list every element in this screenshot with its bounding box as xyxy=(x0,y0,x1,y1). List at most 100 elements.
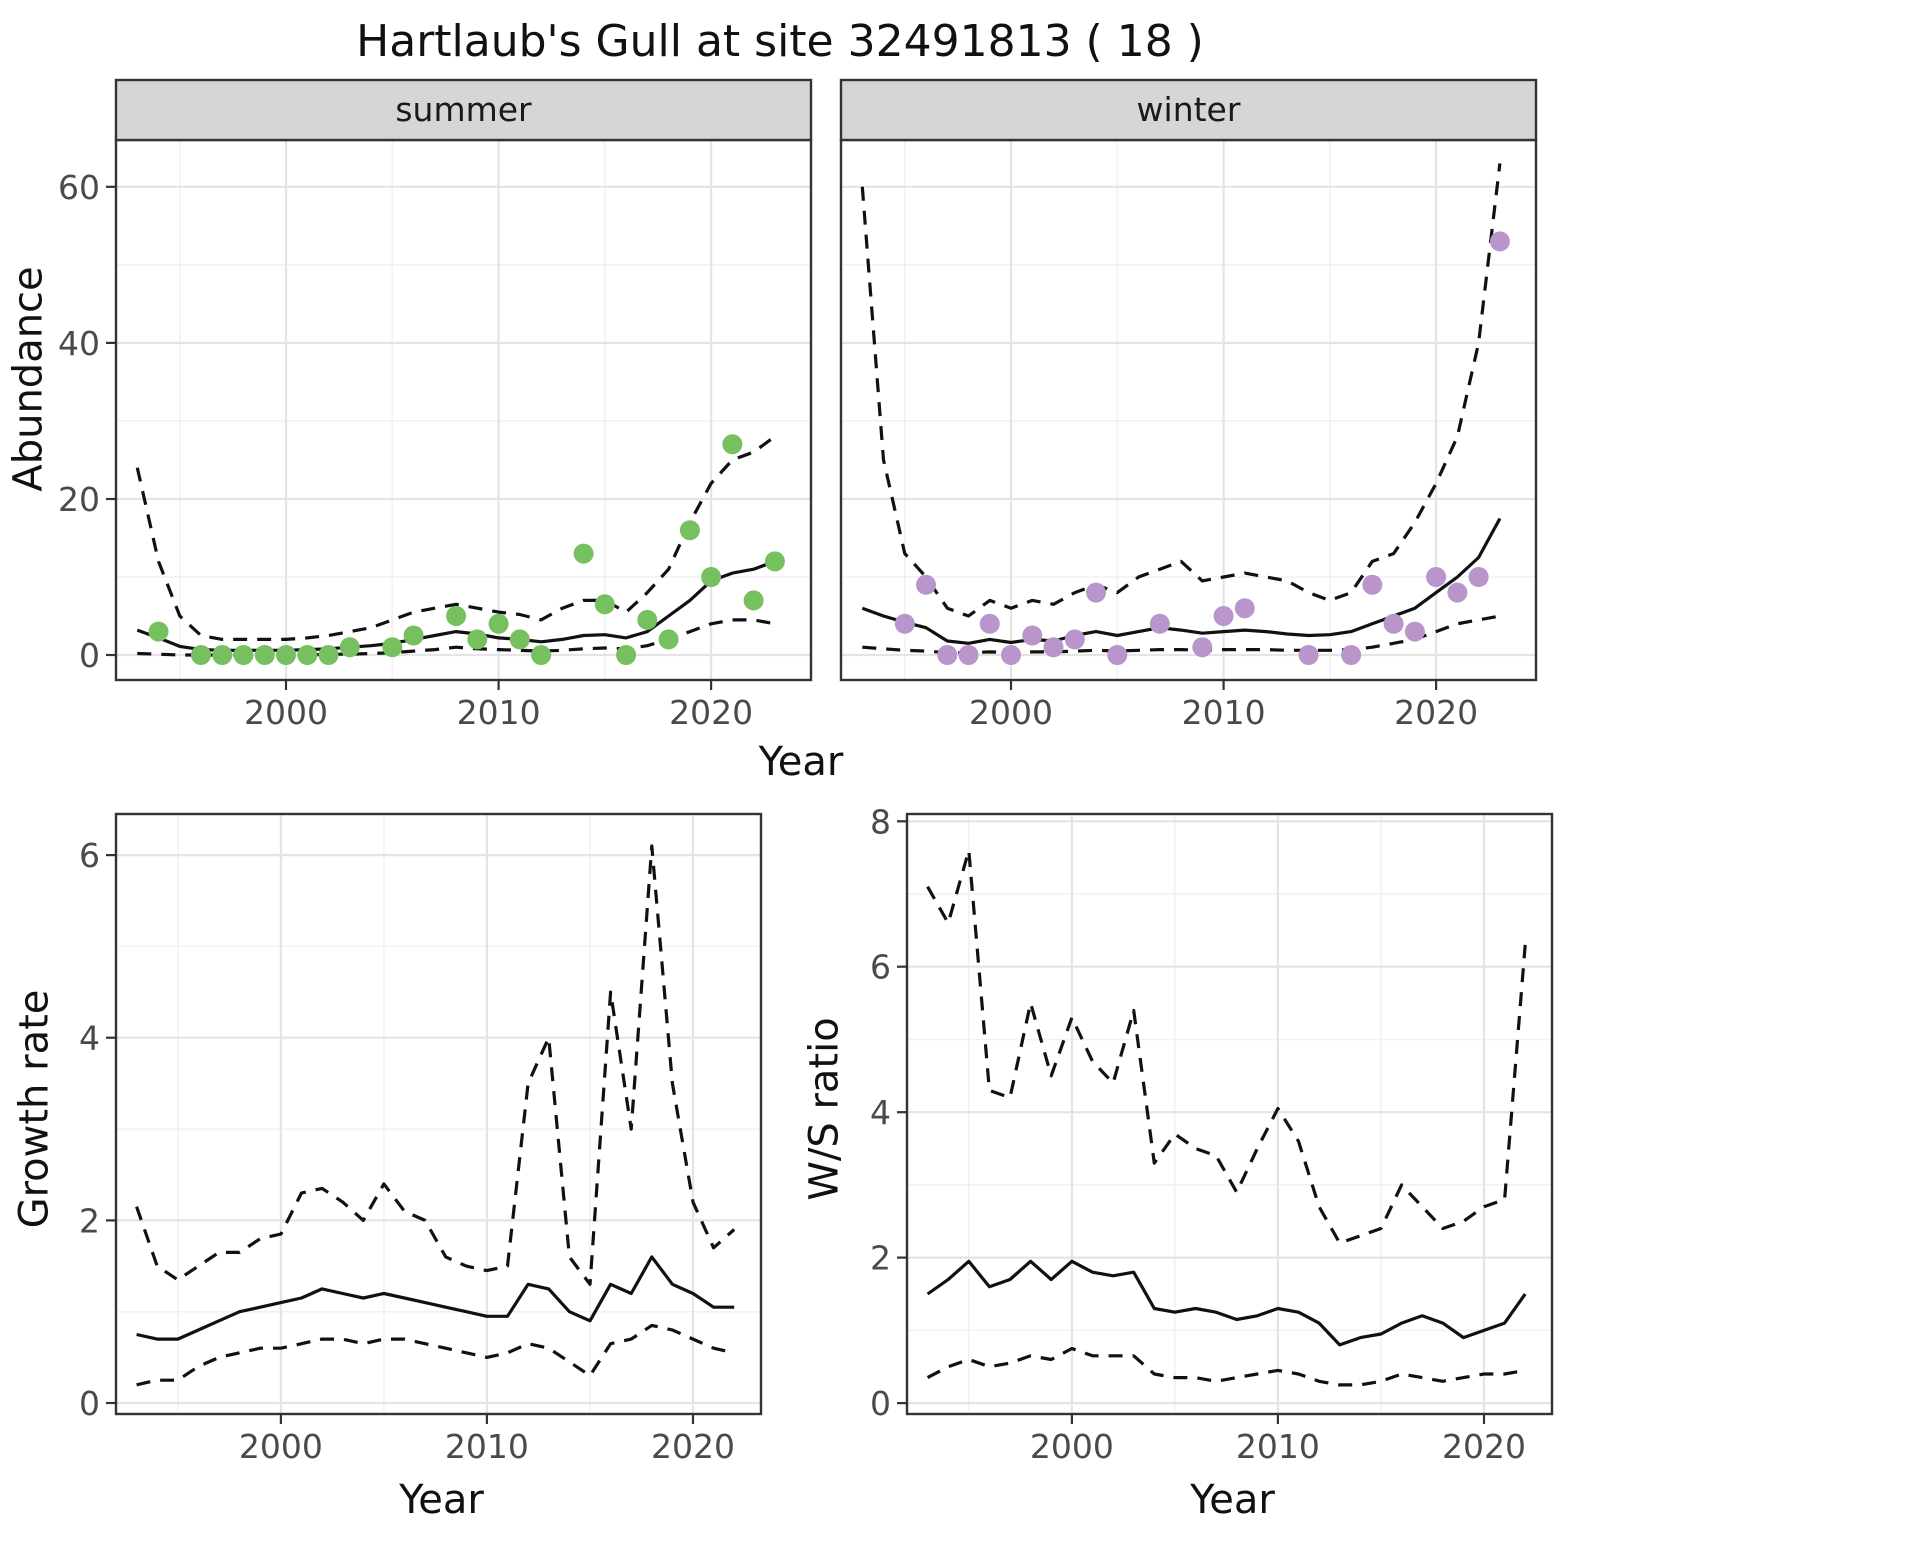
series-lower_ci xyxy=(926,1346,1526,1387)
x-axis-tick-labels: 2000 2010 2020 xyxy=(969,693,1478,730)
observation-point xyxy=(1468,567,1489,587)
observation-point xyxy=(764,551,785,572)
abundance-facet-main: summer 2000 2010 2020 0 20 40 60 winter 2000 2010… xyxy=(58,78,1544,788)
observation-point xyxy=(1426,567,1447,587)
svg-text:2000: 2000 xyxy=(244,693,328,730)
observation-point xyxy=(894,613,915,634)
winter-abundance-chart: winter 2000 2010 2020 xyxy=(839,78,1538,730)
observation-point xyxy=(318,645,339,665)
grid-minor xyxy=(907,814,1552,1414)
observation-point xyxy=(1383,613,1404,634)
panel-background xyxy=(907,814,1552,1414)
abundance-facet-panels: summer 2000 2010 2020 0 20 40 60 winter 2000 2010… xyxy=(58,78,1544,730)
observation-point xyxy=(212,645,233,665)
observation-point xyxy=(1192,637,1213,658)
observation-point xyxy=(1362,574,1383,595)
observation-point xyxy=(1341,645,1362,665)
x-axis-ticks xyxy=(284,680,713,690)
panel-background xyxy=(116,140,811,680)
observation-point xyxy=(191,645,211,665)
observation-point xyxy=(658,629,679,650)
observation-point xyxy=(616,645,637,665)
observation-point xyxy=(1298,645,1319,665)
svg-text:2020: 2020 xyxy=(651,1427,735,1466)
bottom-row: Growth rate 2000 2010 2020 0 2 4 6 Year W/S ra… xyxy=(10,804,1560,1526)
summer-abundance-chart: summer 2000 2010 2020 0 20 40 60 xyxy=(58,78,813,730)
svg-text:6: 6 xyxy=(870,948,891,987)
observation-point xyxy=(1447,582,1468,603)
series-upper_ci xyxy=(860,163,1502,618)
grid-major xyxy=(116,140,811,680)
x-axis-tick-labels: 2000 2010 2020 xyxy=(239,1427,735,1466)
ws-ratio-x-axis-title: Year xyxy=(1190,1477,1275,1523)
svg-text:0: 0 xyxy=(79,636,100,675)
abundance-y-axis-title: Abundance xyxy=(0,78,58,680)
y-axis-tick-labels: 0 2 4 6 xyxy=(79,836,100,1423)
x-axis-tick-labels: 2000 2010 2020 xyxy=(244,693,753,730)
y-axis-tick-labels: 0 20 40 60 xyxy=(58,168,100,675)
observation-point xyxy=(467,629,488,650)
series-fit xyxy=(926,1259,1527,1347)
svg-text:0: 0 xyxy=(79,1384,100,1423)
growth-rate-x-axis-title: Year xyxy=(399,1477,484,1523)
observation-point xyxy=(679,520,700,541)
observation-point xyxy=(339,637,360,658)
observation-point xyxy=(1213,606,1234,626)
grid-minor xyxy=(116,814,761,1414)
observation-point xyxy=(446,606,467,626)
svg-text:2020: 2020 xyxy=(669,693,753,730)
svg-text:4: 4 xyxy=(870,1093,891,1132)
observation-point xyxy=(488,613,509,634)
svg-text:2: 2 xyxy=(79,1201,100,1240)
observation-point xyxy=(254,645,275,665)
series-upper_ci xyxy=(135,435,776,641)
growth-rate-chart: 2000 2010 2020 0 2 4 6 xyxy=(79,812,763,1466)
y-axis-tick-labels: 0 2 4 6 8 xyxy=(870,804,891,1423)
observation-point xyxy=(937,645,958,665)
observation-point xyxy=(1404,621,1425,642)
y-axis-ticks xyxy=(106,853,116,1405)
svg-text:8: 8 xyxy=(870,804,891,841)
panel-border xyxy=(114,812,763,1416)
ws-ratio-block: W/S ratio 2000 2010 2020 0 2 4 6 8 Year xyxy=(801,804,1558,1526)
svg-text:2010: 2010 xyxy=(457,693,541,730)
observation-point xyxy=(1086,582,1106,603)
series-upper_ci xyxy=(135,844,736,1286)
observation-point xyxy=(403,625,424,646)
series-lower_ci xyxy=(136,1323,735,1387)
grid-minor xyxy=(116,140,811,680)
facet-strip-label: winter xyxy=(1137,90,1241,129)
panel-background xyxy=(841,140,1536,680)
observation-point xyxy=(233,645,254,665)
svg-text:60: 60 xyxy=(58,168,100,207)
panel-background xyxy=(116,814,761,1414)
panel-border xyxy=(905,812,1554,1416)
abundance-facet-row: Abundance summer 2000 2010 2020 0 20 40 60 wint… xyxy=(0,78,1560,788)
observation-point xyxy=(531,645,552,665)
observation-point xyxy=(148,621,169,642)
observation-point xyxy=(382,637,403,658)
observation-point xyxy=(743,590,764,611)
observation-point xyxy=(1489,231,1510,252)
facet-strip: summer xyxy=(114,78,813,142)
svg-text:2000: 2000 xyxy=(239,1427,323,1466)
growth-rate-main: 2000 2010 2020 0 2 4 6 Year xyxy=(58,804,767,1526)
svg-text:40: 40 xyxy=(58,324,100,363)
series-fit xyxy=(136,1255,735,1341)
ws-ratio-y-axis-title-text: W/S ratio xyxy=(802,1017,849,1201)
svg-text:6: 6 xyxy=(79,836,100,875)
svg-text:4: 4 xyxy=(79,1019,100,1058)
facet-strip-label: summer xyxy=(395,90,532,129)
observation-point xyxy=(1001,645,1021,665)
growth-rate-y-axis-title: Growth rate xyxy=(10,804,58,1414)
grid-minor xyxy=(841,140,1536,680)
svg-text:2: 2 xyxy=(870,1239,891,1278)
observation-point xyxy=(594,594,615,615)
x-axis-ticks xyxy=(279,1414,695,1424)
figure: Hartlaub's Gull at site 32491813 ( 18 ) … xyxy=(0,16,1560,1526)
grid-major xyxy=(907,814,1552,1414)
x-axis-tick-labels: 2000 2010 2020 xyxy=(1030,1427,1526,1466)
observation-point xyxy=(979,613,1000,634)
svg-text:2000: 2000 xyxy=(969,693,1053,730)
growth-rate-y-axis-title-text: Growth rate xyxy=(11,989,57,1229)
